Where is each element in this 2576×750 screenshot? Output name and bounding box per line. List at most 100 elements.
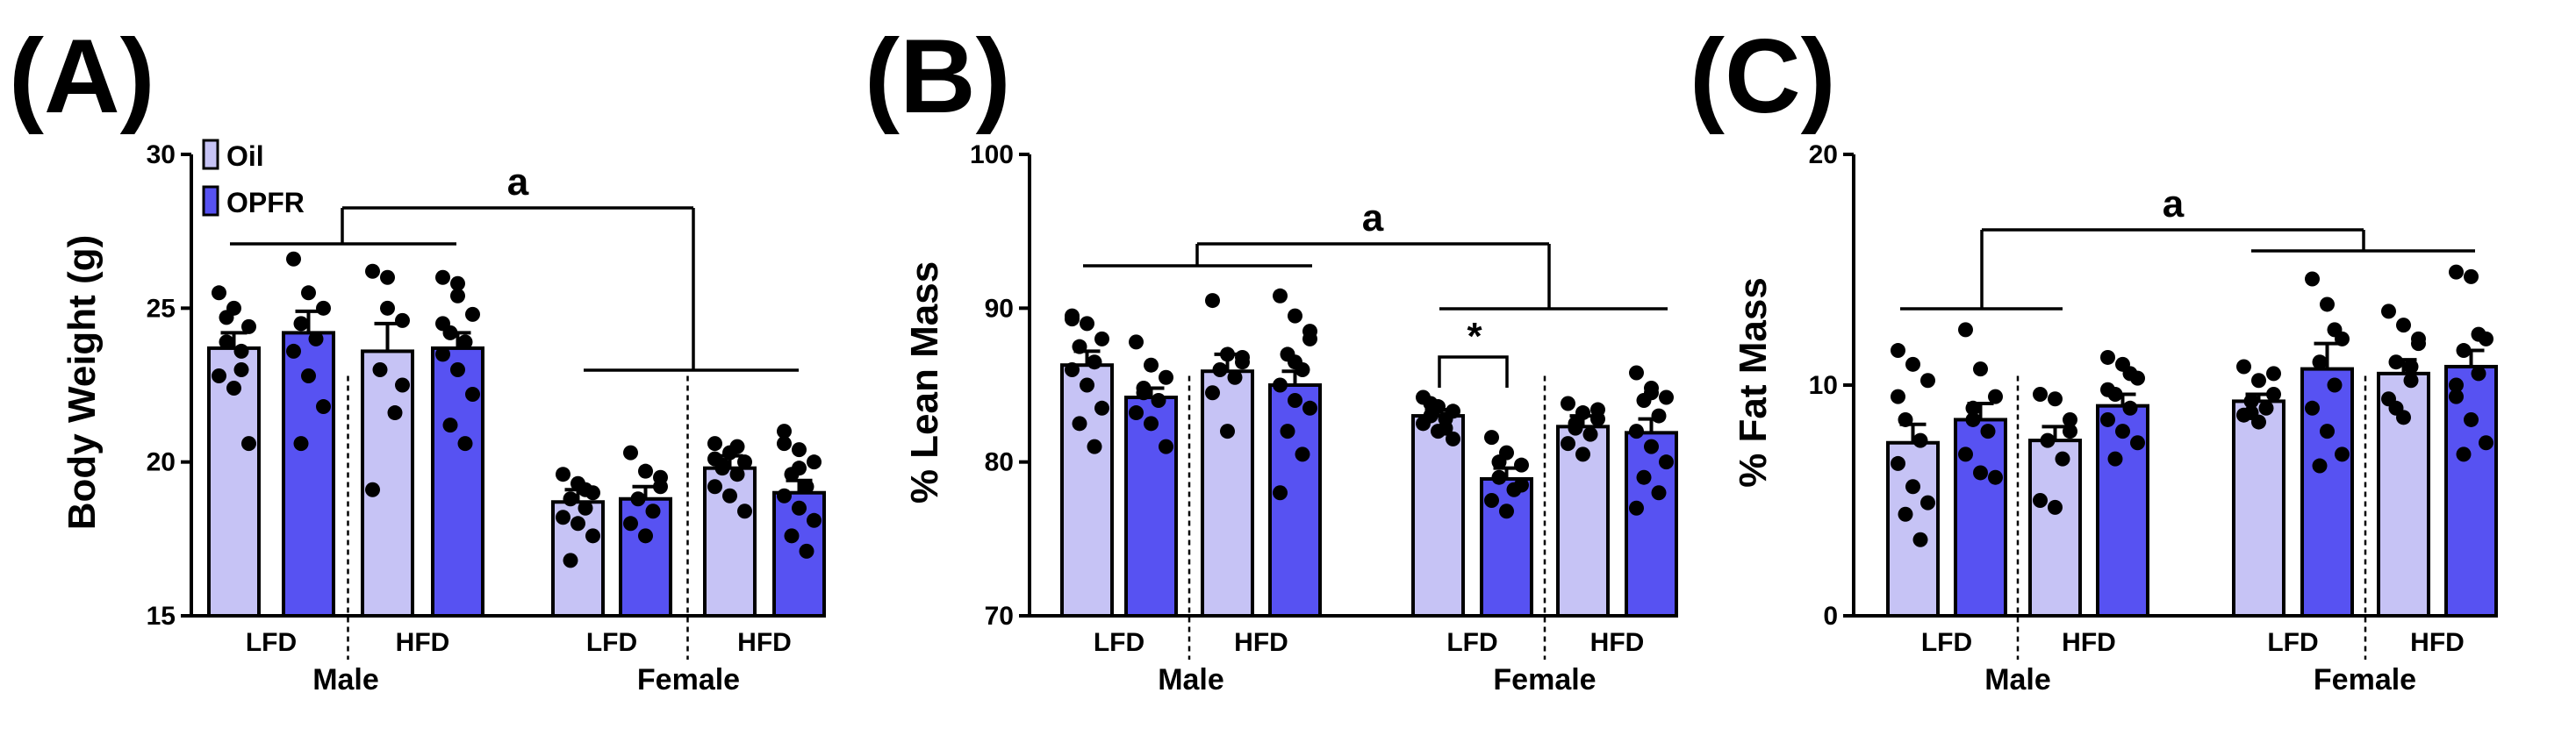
p2-point-opfr-2-9	[2327, 322, 2343, 338]
p0-y-tick-label-2: 25	[147, 294, 176, 323]
p2-point-opfr-3-1	[2464, 268, 2479, 284]
p2-point-oil-0-7	[1920, 495, 1935, 511]
p1-point-opfr-0-1	[1144, 357, 1159, 373]
p2-point-opfr-0-7	[1988, 469, 2003, 485]
p1-point-opfr-1-1	[1288, 308, 1302, 324]
p2-point-oil-3-3	[2388, 354, 2404, 370]
p2-point-opfr-3-5	[2449, 389, 2464, 404]
p1-point-oil-3-6	[1575, 446, 1590, 462]
p2-point-oil-1-6	[2048, 499, 2063, 515]
p0-point-opfr-0-4	[308, 331, 324, 346]
p1-point-oil-3-7	[1590, 402, 1605, 418]
p1-point-oil-0-9	[1087, 439, 1102, 454]
p2-point-oil-2-3	[2243, 393, 2259, 409]
p0-y-tick-label-1: 20	[147, 448, 176, 477]
p1-point-oil-0-10	[1065, 308, 1080, 324]
p1-point-opfr-3-10	[1629, 500, 1644, 516]
p1-diet-label-0: LFD	[1094, 628, 1144, 657]
p1-point-opfr-1-8	[1280, 424, 1295, 439]
p2-point-oil-0-4	[1912, 432, 1928, 448]
p0-point-oil-1-0	[365, 263, 380, 279]
p0-point-opfr-3-0	[777, 424, 792, 439]
p0-bar-opfr-0	[282, 331, 335, 618]
panel-letter-c: (C)	[1690, 18, 1836, 135]
p2-sex-label-0: Male	[1984, 663, 2051, 696]
p2-point-opfr-3-0	[2449, 264, 2464, 280]
p1-point-oil-1-6	[1220, 424, 1235, 439]
p1-point-oil-2-8	[1423, 396, 1439, 411]
p2-point-opfr-0-3	[1965, 411, 1981, 427]
p2-point-oil-0-0	[1891, 343, 1905, 359]
p1-point-opfr-3-6	[1644, 439, 1659, 454]
p1-diet-label-3: HFD	[1590, 628, 1645, 657]
p2-bar-opfr-3	[2444, 364, 2498, 618]
p0-point-opfr-3-10	[777, 436, 792, 452]
p0-point-opfr-1-0	[435, 269, 450, 285]
y-axis-title-c: % Fat Mass	[1732, 277, 1775, 488]
p0-point-opfr-2-6	[638, 528, 653, 544]
p2-diet-label-2: LFD	[2267, 628, 2318, 657]
p1-point-opfr-2-7	[1514, 477, 1529, 493]
p1-point-oil-0-1	[1080, 316, 1094, 332]
p1-point-oil-3-5	[1561, 436, 1575, 452]
p0-point-opfr-3-6	[792, 500, 807, 516]
p2-point-opfr-1-10	[2100, 382, 2115, 397]
p1-diet-label-2: LFD	[1446, 628, 1497, 657]
p2-point-oil-2-4	[2258, 400, 2274, 416]
p1-point-opfr-0-5	[1129, 405, 1144, 421]
p1-point-opfr-3-7	[1659, 454, 1674, 470]
p2-point-opfr-1-9	[2122, 366, 2138, 382]
p0-point-oil-2-5	[556, 510, 570, 525]
p0-point-oil-0-6	[226, 381, 241, 396]
p1-point-opfr-0-2	[1159, 369, 1173, 385]
p1-point-oil-0-3	[1072, 339, 1087, 354]
p0-point-oil-3-0	[707, 436, 722, 452]
p1-y-tick-label-3: 100	[970, 140, 1014, 169]
y-axis-title-b: % Lean Mass	[903, 261, 946, 504]
p0-point-oil-2-6	[570, 516, 585, 532]
p0-point-oil-1-7	[395, 377, 410, 393]
p2-point-opfr-2-4	[2327, 377, 2343, 393]
p2-point-opfr-2-3	[2312, 354, 2328, 370]
p2-point-opfr-0-1	[1973, 361, 1988, 377]
p1-point-oil-0-6	[1080, 377, 1094, 393]
p2-sex-label-1: Female	[2314, 663, 2416, 696]
p1-point-opfr-1-12	[1302, 324, 1317, 339]
p0-point-oil-0-0	[212, 285, 226, 301]
p0-point-opfr-1-8	[442, 418, 458, 433]
p2-diet-label-0: LFD	[1921, 628, 1972, 657]
p2-point-opfr-1-6	[2115, 424, 2130, 439]
p1-point-opfr-0-7	[1159, 439, 1173, 454]
p0-point-oil-3-7	[737, 504, 752, 519]
p1-sex-label-0: Male	[1158, 663, 1224, 696]
p2-point-opfr-1-5	[2100, 411, 2115, 427]
p0-point-oil-3-4	[729, 467, 745, 482]
p1-point-opfr-1-5	[1273, 377, 1288, 393]
p2-point-oil-0-8	[1898, 506, 1913, 522]
p1-y-tick-label-1: 80	[985, 448, 1014, 477]
p1-point-oil-0-8	[1072, 416, 1087, 432]
p1-point-oil-1-3	[1212, 361, 1228, 377]
p1-point-oil-1-5	[1205, 385, 1220, 401]
p2-point-oil-1-7	[2063, 424, 2077, 439]
p0-point-oil-3-10	[707, 451, 722, 467]
p2-bar-oil-0	[1886, 440, 1940, 618]
p2-point-opfr-1-4	[2122, 400, 2138, 416]
p1-point-opfr-3-0	[1629, 365, 1644, 381]
p0-point-oil-1-4	[387, 405, 403, 421]
p0-diet-label-1: HFD	[396, 628, 450, 657]
p0-point-opfr-0-5	[286, 343, 301, 359]
p2-point-oil-0-3	[1898, 411, 1913, 427]
p2-point-opfr-0-2	[1988, 389, 2003, 404]
p1-point-opfr-3-5	[1629, 424, 1644, 439]
p0-point-oil-1-1	[380, 269, 395, 285]
legend-label-oil: Oil	[226, 140, 264, 172]
p0-diet-label-2: LFD	[586, 628, 637, 657]
p0-y-tick-label-0: 15	[147, 602, 176, 631]
p2-point-oil-2-7	[2266, 366, 2281, 382]
p0-point-oil-0-8	[219, 310, 234, 325]
y-axis-title-a: Body Weight (g)	[61, 235, 104, 530]
p0-point-opfr-1-2	[465, 306, 480, 322]
p0-point-oil-0-9	[233, 361, 249, 377]
p2-point-oil-0-2	[1920, 373, 1935, 389]
